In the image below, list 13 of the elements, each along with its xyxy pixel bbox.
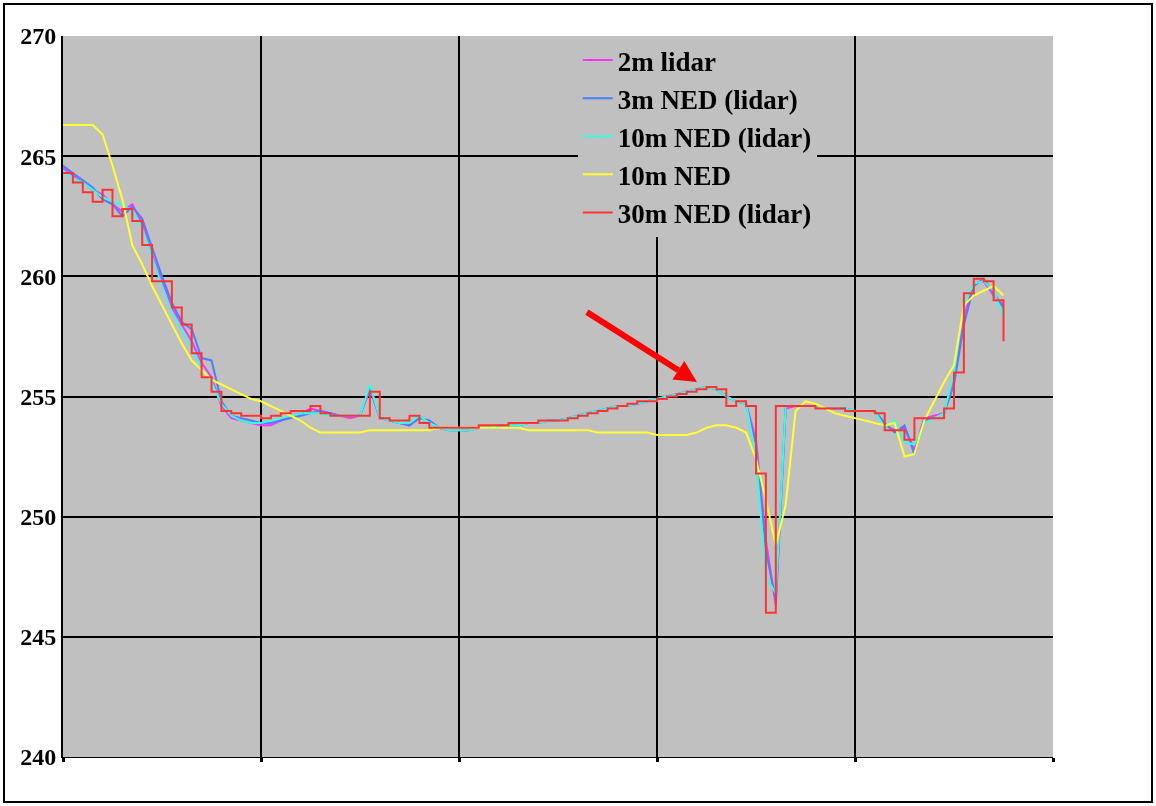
y-tick-label: 270: [20, 23, 57, 50]
legend-label: 30m NED (lidar): [617, 198, 812, 229]
line-series: [63, 123, 1005, 547]
y-tick-label: 265: [20, 143, 57, 170]
y-tick-label: 240: [20, 744, 57, 771]
legend-label: 3m NED (lidar): [617, 84, 798, 115]
y-tick-label: 245: [20, 624, 57, 651]
legend-label: 10m NED (lidar): [617, 122, 812, 153]
legend-label: 2m lidar: [617, 46, 717, 77]
legend-label: 10m NED: [617, 160, 732, 191]
y-tick-label: 260: [20, 263, 57, 290]
y-tick-label: 250: [20, 504, 57, 531]
y-tick-label: 255: [20, 383, 57, 410]
